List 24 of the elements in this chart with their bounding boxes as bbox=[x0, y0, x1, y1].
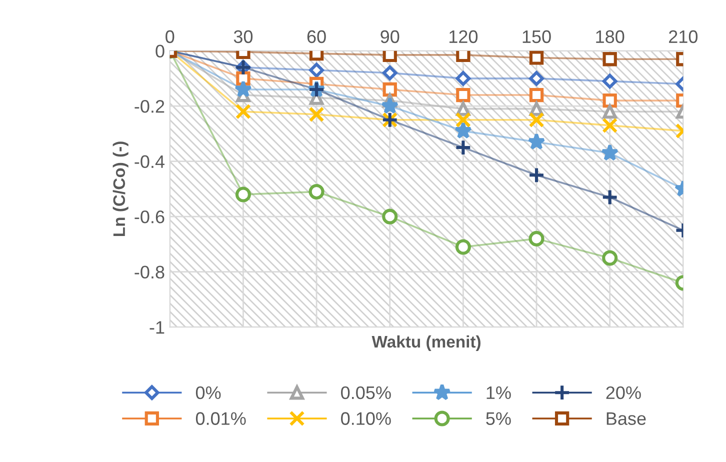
x-tick-label: 60 bbox=[307, 30, 326, 44]
y-tick-label: 0 bbox=[156, 44, 164, 58]
legend-label: 0.01% bbox=[196, 412, 246, 425]
y-tick-label: -1 bbox=[150, 321, 164, 334]
y-tick-label: -0.8 bbox=[134, 266, 164, 279]
x-tick-label: 180 bbox=[596, 30, 624, 44]
x-tick-label: 120 bbox=[450, 30, 478, 44]
y-tick-label: -0.6 bbox=[134, 210, 164, 224]
legend-label: 20% bbox=[606, 386, 641, 400]
legend-label: 0.05% bbox=[341, 386, 391, 400]
legend-label: Base bbox=[606, 412, 646, 425]
x-tick-label: 30 bbox=[234, 30, 253, 44]
x-tick-label: 150 bbox=[522, 30, 551, 44]
x-tick-label: 210 bbox=[669, 30, 698, 44]
legend-label: 1% bbox=[486, 386, 511, 400]
y-axis-title: Ln (C/Co) (-) bbox=[112, 142, 128, 236]
legend-label: 0% bbox=[196, 386, 221, 400]
legend-label: 5% bbox=[486, 412, 511, 425]
y-tick-label: -0.2 bbox=[134, 100, 164, 113]
x-axis-title: Waktu (menit) bbox=[372, 335, 480, 351]
x-tick-label: 0 bbox=[166, 30, 174, 44]
legend-label: 0.10% bbox=[341, 412, 391, 425]
y-tick-label: -0.4 bbox=[134, 155, 164, 168]
x-tick-label: 90 bbox=[380, 30, 400, 44]
